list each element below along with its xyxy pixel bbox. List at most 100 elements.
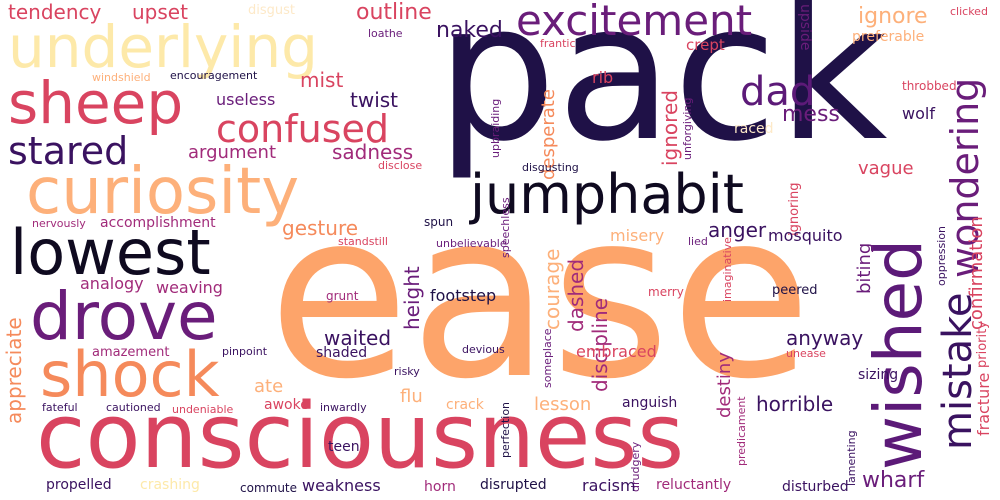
word: frantic (540, 37, 576, 50)
word: lesson (534, 394, 592, 415)
word: wished (860, 238, 937, 470)
word: dad (740, 69, 816, 115)
word: underlying (8, 13, 318, 81)
word: ate (254, 376, 284, 397)
word: loathe (368, 27, 403, 40)
word: upside (797, 4, 813, 51)
word: consciousness (36, 384, 685, 489)
word: merry (648, 285, 684, 299)
word: excitement (516, 0, 753, 45)
word: crept (686, 36, 725, 54)
word: outline (356, 0, 432, 25)
word: predicament (735, 396, 748, 466)
word: devious (462, 343, 505, 356)
word: biting (854, 242, 875, 294)
word: sadness (332, 140, 414, 164)
word: priority (975, 321, 990, 368)
word: disturbed (782, 479, 849, 495)
word: dashed (564, 258, 588, 332)
word: weakness (302, 476, 381, 495)
word: embraced (576, 342, 657, 361)
word: accomplishment (100, 215, 216, 231)
word: disgusting (522, 161, 579, 174)
word: ignore (858, 4, 928, 29)
word: shaded (316, 345, 368, 361)
word: lowest (10, 216, 211, 289)
word: oppression (935, 226, 948, 286)
word: mist (300, 68, 344, 92)
word: analogy (80, 274, 144, 293)
word: tendency (8, 0, 102, 24)
word: footstep (430, 286, 497, 305)
word: twist (350, 88, 399, 112)
word: ease (268, 163, 812, 430)
word: horn (424, 479, 456, 495)
word: mess (782, 102, 840, 127)
word: fracture (974, 372, 993, 436)
word: crashing (140, 477, 200, 493)
word: useless (216, 90, 276, 109)
word: cautioned (106, 401, 161, 414)
word: propelled (46, 477, 112, 493)
word: crack (446, 397, 484, 413)
word: jumphabit (470, 163, 744, 226)
word: undeniable (172, 403, 234, 416)
word: grunt (326, 289, 359, 303)
word: appreciate (2, 317, 26, 424)
word: anguish (622, 395, 678, 411)
word: wolf (902, 104, 935, 123)
word: fateful (42, 401, 78, 414)
word: unforgiving (681, 97, 694, 160)
word: anyway (786, 326, 864, 350)
word: lamenting (845, 430, 858, 486)
word: waited (324, 326, 392, 350)
word: vague (858, 158, 914, 179)
word: ignored (658, 90, 682, 166)
word: clicked (950, 5, 988, 18)
word: disrupted (480, 477, 547, 493)
word: spun (424, 215, 454, 229)
word: flu (400, 386, 423, 407)
word: confirmation (966, 216, 987, 330)
word: confused (216, 107, 389, 151)
word: preferable (852, 29, 925, 45)
word: destiny (714, 352, 735, 418)
word: lied (688, 235, 708, 248)
word: curiosity (26, 155, 300, 229)
word: commute (240, 481, 298, 495)
word: courage (540, 248, 564, 330)
word: nervously (32, 217, 86, 230)
word: argument (188, 142, 277, 163)
word: disgust (248, 3, 295, 18)
word: perfection (499, 401, 512, 458)
word: racism (582, 476, 636, 495)
word: misery (610, 226, 665, 245)
word: disclose (378, 159, 423, 172)
word: unbelievable (436, 237, 507, 250)
word: weaving (156, 278, 223, 297)
word: naked (436, 18, 503, 43)
word: unease (786, 347, 826, 360)
word: peered (772, 283, 818, 298)
word: horrible (756, 392, 834, 416)
word: standstill (338, 235, 388, 248)
word: amazement (92, 345, 170, 360)
word: risky (394, 365, 420, 378)
word: height (400, 266, 424, 330)
word: awoke (264, 397, 309, 413)
word: gesture (282, 216, 359, 240)
word: drove (30, 278, 218, 355)
word: upbraiding (489, 98, 502, 158)
word: pinpoint (222, 345, 268, 358)
word: mosquito (768, 226, 843, 245)
word: wharf (862, 468, 925, 493)
word: upset (132, 0, 188, 24)
word: pack (436, 0, 888, 183)
word: anger (708, 218, 767, 242)
word: inwardly (320, 401, 367, 414)
word: rib (592, 68, 614, 87)
word: windshield (92, 71, 151, 84)
word: encouragement (170, 69, 258, 82)
word: sizing (858, 367, 899, 383)
